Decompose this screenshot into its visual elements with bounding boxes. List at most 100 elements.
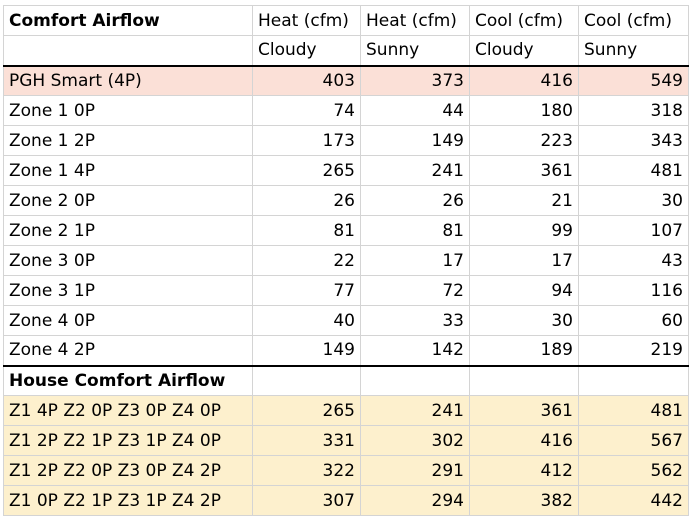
value-cell: 318 (578, 95, 689, 126)
value-cell: 322 (252, 455, 361, 486)
row-label: Zone 1 4P (3, 155, 253, 186)
value-cell: 361 (469, 395, 579, 426)
row-label: Zone 1 0P (3, 95, 253, 126)
value-cell: 81 (252, 215, 361, 246)
column-header-top: Cool (cfm) (578, 5, 689, 36)
zone-row: Zone 4 2P 149 142 189 219 (3, 335, 689, 367)
row-label: Zone 4 2P (3, 335, 253, 367)
value-cell: 416 (469, 65, 579, 96)
combo-row: Z1 0P Z2 1P Z3 1P Z4 2P 307 294 382 442 (3, 485, 689, 516)
value-cell: 26 (360, 185, 470, 216)
value-cell: 60 (578, 305, 689, 336)
value-cell: 416 (469, 425, 579, 456)
column-header-bottom: Cloudy (469, 35, 579, 67)
value-cell: 223 (469, 125, 579, 156)
value-cell: 44 (360, 95, 470, 126)
header-row: Comfort Airflow Heat (cfm) Heat (cfm) Co… (3, 5, 689, 36)
value-cell: 173 (252, 125, 361, 156)
combo-row: Z1 4P Z2 0P Z3 0P Z4 0P 265 241 361 481 (3, 395, 689, 426)
value-cell: 74 (252, 95, 361, 126)
value-cell: 265 (252, 155, 361, 186)
combo-row: Z1 2P Z2 0P Z3 0P Z4 2P 322 291 412 562 (3, 455, 689, 486)
value-cell: 107 (578, 215, 689, 246)
value-cell: 481 (578, 395, 689, 426)
row-label: Zone 3 1P (3, 275, 253, 306)
empty-cell (3, 35, 253, 67)
value-cell: 343 (578, 125, 689, 156)
value-cell: 33 (360, 305, 470, 336)
value-cell: 40 (252, 305, 361, 336)
value-cell: 30 (469, 305, 579, 336)
value-cell: 412 (469, 455, 579, 486)
value-cell: 21 (469, 185, 579, 216)
row-label: Zone 2 0P (3, 185, 253, 216)
combo-row: Z1 2P Z2 1P Z3 1P Z4 0P 331 302 416 567 (3, 425, 689, 456)
row-label: Z1 0P Z2 1P Z3 1P Z4 2P (3, 485, 253, 516)
comfort-airflow-table: Comfort Airflow Heat (cfm) Heat (cfm) Co… (3, 5, 689, 516)
value-cell: 562 (578, 455, 689, 486)
zone-row: Zone 3 1P 77 72 94 116 (3, 275, 689, 306)
row-label: PGH Smart (4P) (3, 65, 253, 96)
table-body: Comfort Airflow Heat (cfm) Heat (cfm) Co… (3, 5, 689, 516)
value-cell: 241 (360, 395, 470, 426)
row-label: Z1 2P Z2 1P Z3 1P Z4 0P (3, 425, 253, 456)
value-cell: 189 (469, 335, 579, 367)
column-header-bottom: Sunny (578, 35, 689, 67)
row-label: Z1 2P Z2 0P Z3 0P Z4 2P (3, 455, 253, 486)
zone-row: Zone 1 4P 265 241 361 481 (3, 155, 689, 186)
value-cell: 30 (578, 185, 689, 216)
zone-row: Zone 1 0P 74 44 180 318 (3, 95, 689, 126)
value-cell: 116 (578, 275, 689, 306)
value-cell: 94 (469, 275, 579, 306)
value-cell: 442 (578, 485, 689, 516)
value-cell: 302 (360, 425, 470, 456)
value-cell: 180 (469, 95, 579, 126)
column-header-bottom: Cloudy (252, 35, 361, 67)
value-cell: 142 (360, 335, 470, 367)
zone-row: Zone 1 2P 173 149 223 343 (3, 125, 689, 156)
value-cell: 149 (252, 335, 361, 367)
zone-row: Zone 4 0P 40 33 30 60 (3, 305, 689, 336)
value-cell: 382 (469, 485, 579, 516)
value-cell: 307 (252, 485, 361, 516)
value-cell: 331 (252, 425, 361, 456)
value-cell: 17 (360, 245, 470, 276)
value-cell: 241 (360, 155, 470, 186)
value-cell: 549 (578, 65, 689, 96)
value-cell: 43 (578, 245, 689, 276)
column-header-top: Heat (cfm) (360, 5, 470, 36)
empty-cell (360, 365, 470, 396)
empty-cell (469, 365, 579, 396)
column-header-bottom: Sunny (360, 35, 470, 67)
value-cell: 265 (252, 395, 361, 426)
row-label: Zone 4 0P (3, 305, 253, 336)
value-cell: 17 (469, 245, 579, 276)
value-cell: 72 (360, 275, 470, 306)
subheader-row: Cloudy Sunny Cloudy Sunny (3, 35, 689, 67)
zone-row: Zone 3 0P 22 17 17 43 (3, 245, 689, 276)
section-title: House Comfort Airflow (3, 365, 253, 396)
value-cell: 361 (469, 155, 579, 186)
empty-cell (252, 365, 361, 396)
zone-row: Zone 2 1P 81 81 99 107 (3, 215, 689, 246)
row-label: Zone 2 1P (3, 215, 253, 246)
value-cell: 26 (252, 185, 361, 216)
value-cell: 77 (252, 275, 361, 306)
zone-row: Zone 2 0P 26 26 21 30 (3, 185, 689, 216)
row-label: Zone 3 0P (3, 245, 253, 276)
value-cell: 291 (360, 455, 470, 486)
value-cell: 403 (252, 65, 361, 96)
value-cell: 567 (578, 425, 689, 456)
value-cell: 481 (578, 155, 689, 186)
value-cell: 22 (252, 245, 361, 276)
value-cell: 219 (578, 335, 689, 367)
row-label: Zone 1 2P (3, 125, 253, 156)
value-cell: 81 (360, 215, 470, 246)
row-label: Z1 4P Z2 0P Z3 0P Z4 0P (3, 395, 253, 426)
value-cell: 373 (360, 65, 470, 96)
value-cell: 99 (469, 215, 579, 246)
table-title: Comfort Airflow (3, 5, 253, 36)
column-header-top: Heat (cfm) (252, 5, 361, 36)
value-cell: 149 (360, 125, 470, 156)
value-cell: 294 (360, 485, 470, 516)
